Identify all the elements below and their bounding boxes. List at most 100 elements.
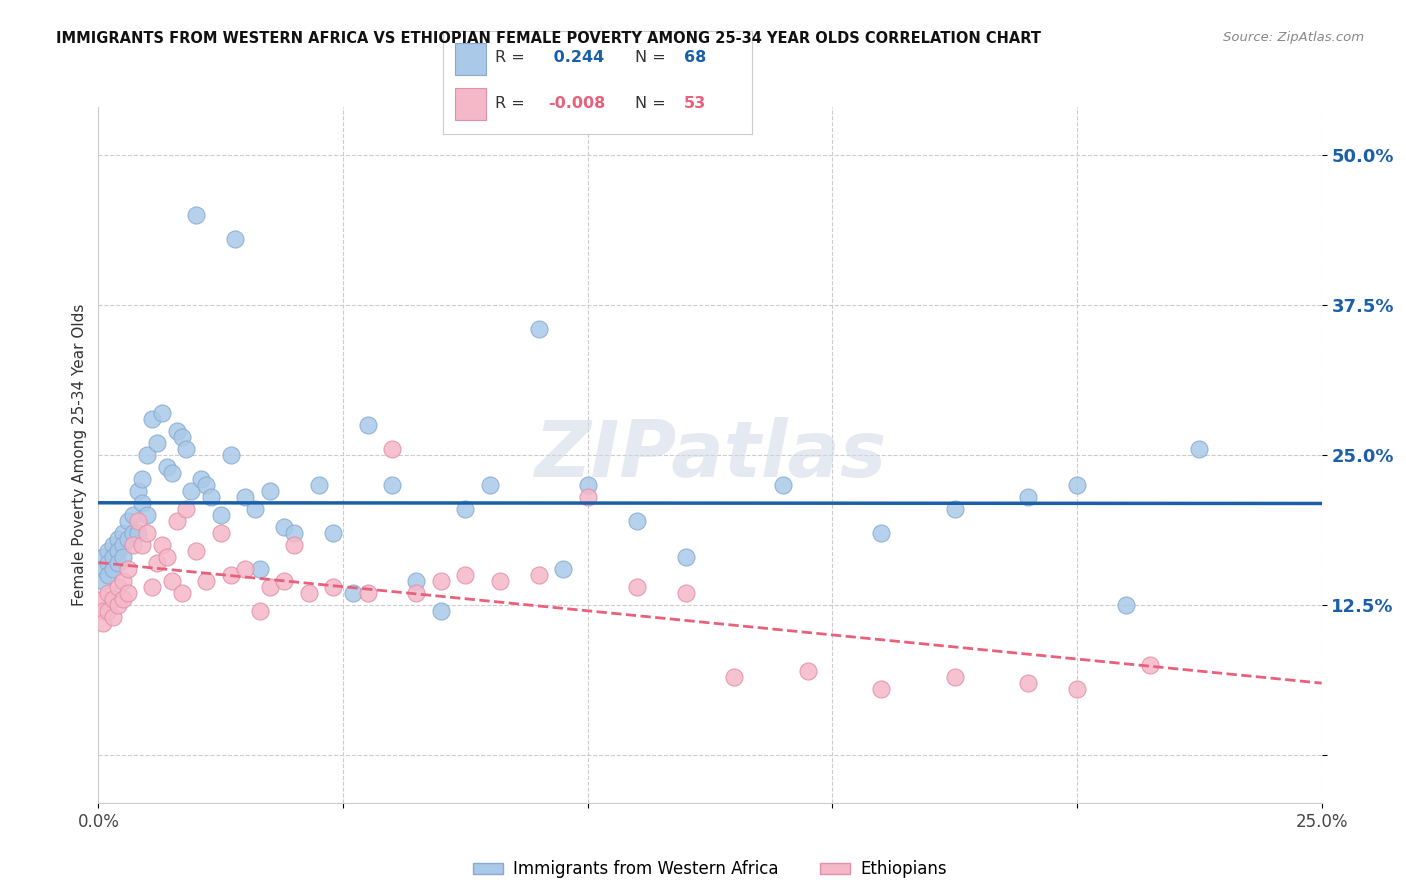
Point [91,574,114,588]
Text: 0.244: 0.244 [548,50,605,65]
Point [576,478,599,492]
Point [176,442,198,456]
Point [405,574,427,588]
Text: N =: N = [634,50,671,65]
Point [101,610,124,624]
Point [97,604,120,618]
Point [136,508,159,522]
Point [626,580,648,594]
Point [97,567,120,582]
Point [121,508,143,522]
Point [488,574,510,588]
Point [195,478,218,492]
Point [101,538,124,552]
Point [219,448,242,462]
Point [298,586,321,600]
Point [1139,657,1161,672]
Point [127,483,149,498]
Text: 53: 53 [685,95,706,111]
Point [146,556,169,570]
Point [626,514,648,528]
Point [259,580,281,594]
Text: R =: R = [495,50,530,65]
Point [107,532,129,546]
Point [723,670,745,684]
Point [527,322,550,336]
Point [1017,490,1039,504]
Point [127,514,149,528]
Point [797,664,820,678]
Point [111,591,134,606]
Point [1066,681,1088,696]
Point [273,520,295,534]
Point [127,525,149,540]
Point [381,478,404,492]
Point [91,604,114,618]
Point [219,567,242,582]
Point [166,514,188,528]
Bar [456,43,486,75]
Point [111,549,134,564]
Point [342,586,364,600]
Point [209,525,232,540]
Point [180,483,202,498]
Point [117,514,139,528]
Point [283,538,305,552]
Point [454,502,477,516]
Point [943,670,966,684]
Point [97,586,120,600]
Point [186,544,208,558]
Text: ZIPatlas: ZIPatlas [534,417,886,493]
Point [131,472,153,486]
Point [356,586,378,600]
Point [259,483,281,498]
Point [146,436,169,450]
Point [141,580,163,594]
Point [249,562,271,576]
Point [91,562,114,576]
Y-axis label: Female Poverty Among 25-34 Year Olds: Female Poverty Among 25-34 Year Olds [72,304,87,606]
Point [160,466,183,480]
Point [111,538,134,552]
Point [200,490,222,504]
Point [186,208,208,222]
Point [675,549,697,564]
Point [249,604,271,618]
Point [381,442,404,456]
Point [121,538,143,552]
Text: IMMIGRANTS FROM WESTERN AFRICA VS ETHIOPIAN FEMALE POVERTY AMONG 25-34 YEAR OLDS: IMMIGRANTS FROM WESTERN AFRICA VS ETHIOP… [56,31,1042,46]
Point [101,562,124,576]
Point [101,549,124,564]
Point [141,412,163,426]
Point [553,562,575,576]
Bar [456,87,486,120]
Point [101,591,124,606]
Point [772,478,794,492]
Point [195,574,218,588]
Point [156,549,179,564]
Point [150,538,173,552]
Point [176,502,198,516]
Point [107,598,129,612]
Point [97,556,120,570]
Point [107,544,129,558]
Point [273,574,295,588]
Point [527,567,550,582]
Point [478,478,501,492]
Point [117,532,139,546]
Point [97,544,120,558]
Point [308,478,330,492]
Point [1115,598,1137,612]
Point [170,430,193,444]
Point [107,580,129,594]
Point [675,586,697,600]
Point [131,538,153,552]
Point [136,448,159,462]
Point [107,556,129,570]
Point [1188,442,1211,456]
Point [91,615,114,630]
Point [150,406,173,420]
Text: 68: 68 [685,50,706,65]
Point [1017,676,1039,690]
Point [166,424,188,438]
